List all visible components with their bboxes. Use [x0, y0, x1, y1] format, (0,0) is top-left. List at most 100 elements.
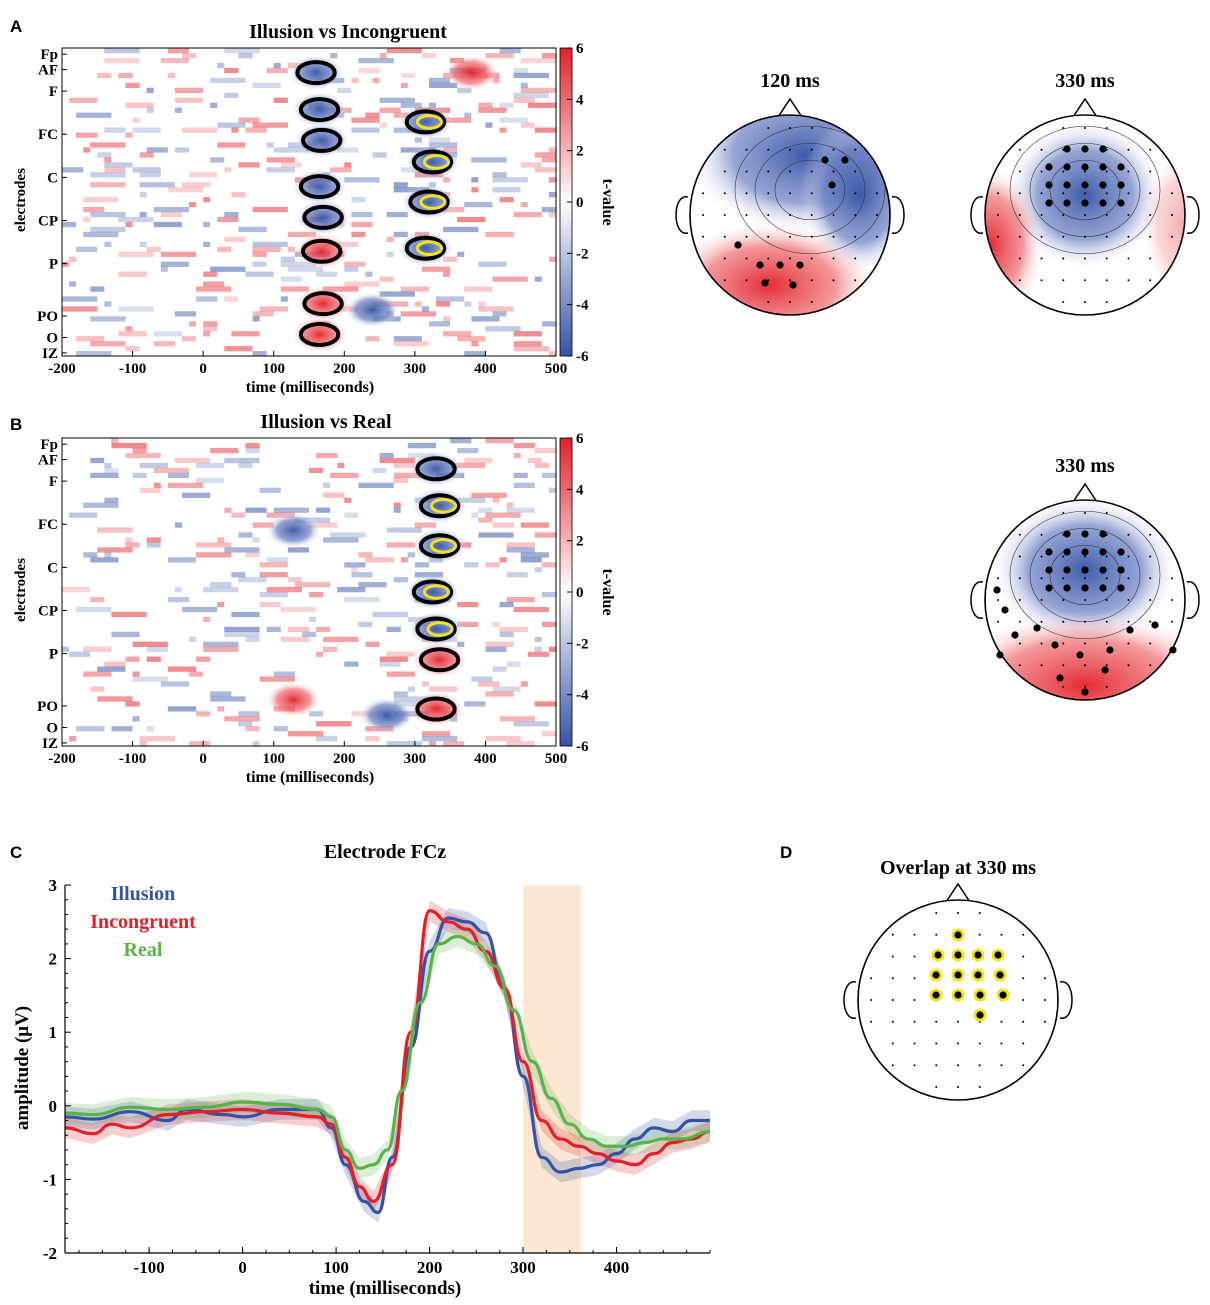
heatmap-b-cell: [485, 562, 500, 568]
heatmap-a-cell: [125, 326, 133, 332]
heatmap-a-cell: [238, 226, 267, 233]
heatmap-b-cell: [146, 542, 161, 548]
heatmap-b-cell: [541, 592, 556, 598]
heatmap-a-cell: [485, 52, 514, 59]
electrode-dot: [1105, 642, 1108, 645]
heatmap-b-cell: [316, 452, 338, 459]
heatmap-b-xtick-label: 500: [545, 751, 568, 767]
heatmap-b-cell: [280, 606, 317, 613]
heatmap-a-cell: [393, 231, 408, 238]
electrode-dot: [1084, 512, 1086, 515]
heatmap-a-cell: [83, 231, 119, 238]
significant-electrode: [996, 651, 1004, 659]
heatmap-a-cell: [139, 211, 147, 218]
heatmap-a-cell: [62, 221, 77, 228]
electrode-dot: [978, 933, 981, 936]
heatmap-b-cell: [541, 731, 556, 737]
heatmap-a-cell: [203, 241, 211, 248]
heatmap-b-cell: [132, 447, 147, 454]
heatmap-b-cell: [471, 492, 507, 498]
electrode-dot: [832, 257, 835, 260]
heatmap-a-cell: [118, 251, 154, 257]
electrode-dot: [1040, 577, 1043, 580]
electrode-dot: [789, 257, 791, 260]
heatmap-a-cell: [428, 142, 458, 148]
heatmap-b-cell: [379, 457, 415, 464]
heatmap-b-cell: [372, 467, 387, 474]
nose-icon: [945, 882, 971, 903]
heatmap-a-cell: [167, 48, 190, 54]
significant-electrode: [1099, 199, 1107, 207]
heatmap-b-cell: [365, 736, 380, 742]
heatmap-b-electrode-label: PO: [37, 699, 58, 715]
heatmap-a-cell: [125, 221, 133, 228]
heatmap-a-cell: [478, 306, 514, 312]
panel-label-d: D: [780, 843, 792, 862]
electrode-dot: [997, 214, 1000, 216]
heatmap-a-cell: [104, 241, 112, 248]
significant-electrode: [1045, 181, 1053, 189]
electrode-dot: [745, 148, 748, 151]
topomap-3: 330 ms: [970, 455, 1200, 701]
electrode-dot: [870, 1020, 873, 1023]
heatmap-a-cell: [210, 266, 246, 272]
heatmap-b-cell: [309, 467, 324, 474]
heatmap-a-cell: [238, 52, 253, 59]
heatmap-a-significance-contour: [298, 174, 341, 200]
significant-electrode: [1169, 646, 1177, 654]
significant-electrode: [1117, 181, 1125, 189]
heatmap-b-cell: [520, 681, 528, 687]
electrode-dot: [1062, 127, 1065, 130]
electrode-dot: [810, 300, 813, 303]
electrode-dot: [723, 192, 726, 195]
heatmap-a-cell: [181, 182, 211, 188]
heatmap-b-cell: [485, 736, 521, 742]
significant-electrode: [789, 281, 797, 289]
heatmap-a-cell: [421, 306, 429, 312]
heatmap-a-cell: [471, 341, 479, 347]
heatmap-a-cell: [534, 152, 556, 158]
heatmap-b-ylabel: electrodes: [13, 558, 29, 622]
heatmap-a-cell: [76, 112, 112, 118]
heatmap-b-cell: [111, 726, 133, 732]
electrode-dot: [1105, 685, 1108, 688]
electrode-dot: [1084, 555, 1086, 558]
heatmap-b-cell: [492, 686, 521, 692]
heatmap-b-cell: [393, 502, 401, 508]
colorbar-b-tick-label: -2: [576, 636, 589, 652]
heatmap-a-cell: [464, 301, 472, 307]
electrode-dot: [789, 170, 791, 173]
electrode-dot: [1040, 170, 1043, 173]
heatmap-b-cell: [238, 577, 267, 583]
heatmap-a-cell: [224, 92, 239, 98]
heatmap-a-cell: [316, 271, 338, 277]
heatmap-a-cell: [457, 336, 486, 342]
line-chart-ylabel: amplitude (μV): [12, 1006, 33, 1130]
electrode-dot: [1105, 127, 1108, 130]
y-tick-label: -2: [43, 1244, 57, 1263]
electrode-dot: [1105, 555, 1108, 558]
significant-electrode: [994, 951, 1002, 959]
electrode-dot: [1127, 192, 1130, 195]
electrode-dot: [1018, 620, 1021, 623]
heatmap-b-cell: [196, 477, 225, 484]
heatmap-a-cell: [492, 311, 507, 317]
nose-icon: [1072, 97, 1098, 118]
heatmap-b-cell: [238, 721, 253, 727]
heatmap-a-significance-contour: [404, 235, 447, 261]
electrode-dot: [891, 977, 894, 980]
electrode-dot: [891, 933, 894, 936]
heatmap-b-cell: [492, 621, 500, 628]
significant-electrode: [954, 971, 962, 979]
heatmap-a-cell: [400, 286, 429, 292]
electrode-dot: [1062, 512, 1065, 515]
heatmap-b-cell: [224, 507, 232, 513]
significant-electrode: [776, 261, 784, 269]
significant-electrode: [1063, 181, 1071, 189]
heatmap-a-cell: [252, 241, 288, 248]
heatmap-a-cell: [217, 246, 232, 252]
heatmap-a-cell: [224, 167, 232, 173]
head-outline: [857, 899, 1059, 1101]
